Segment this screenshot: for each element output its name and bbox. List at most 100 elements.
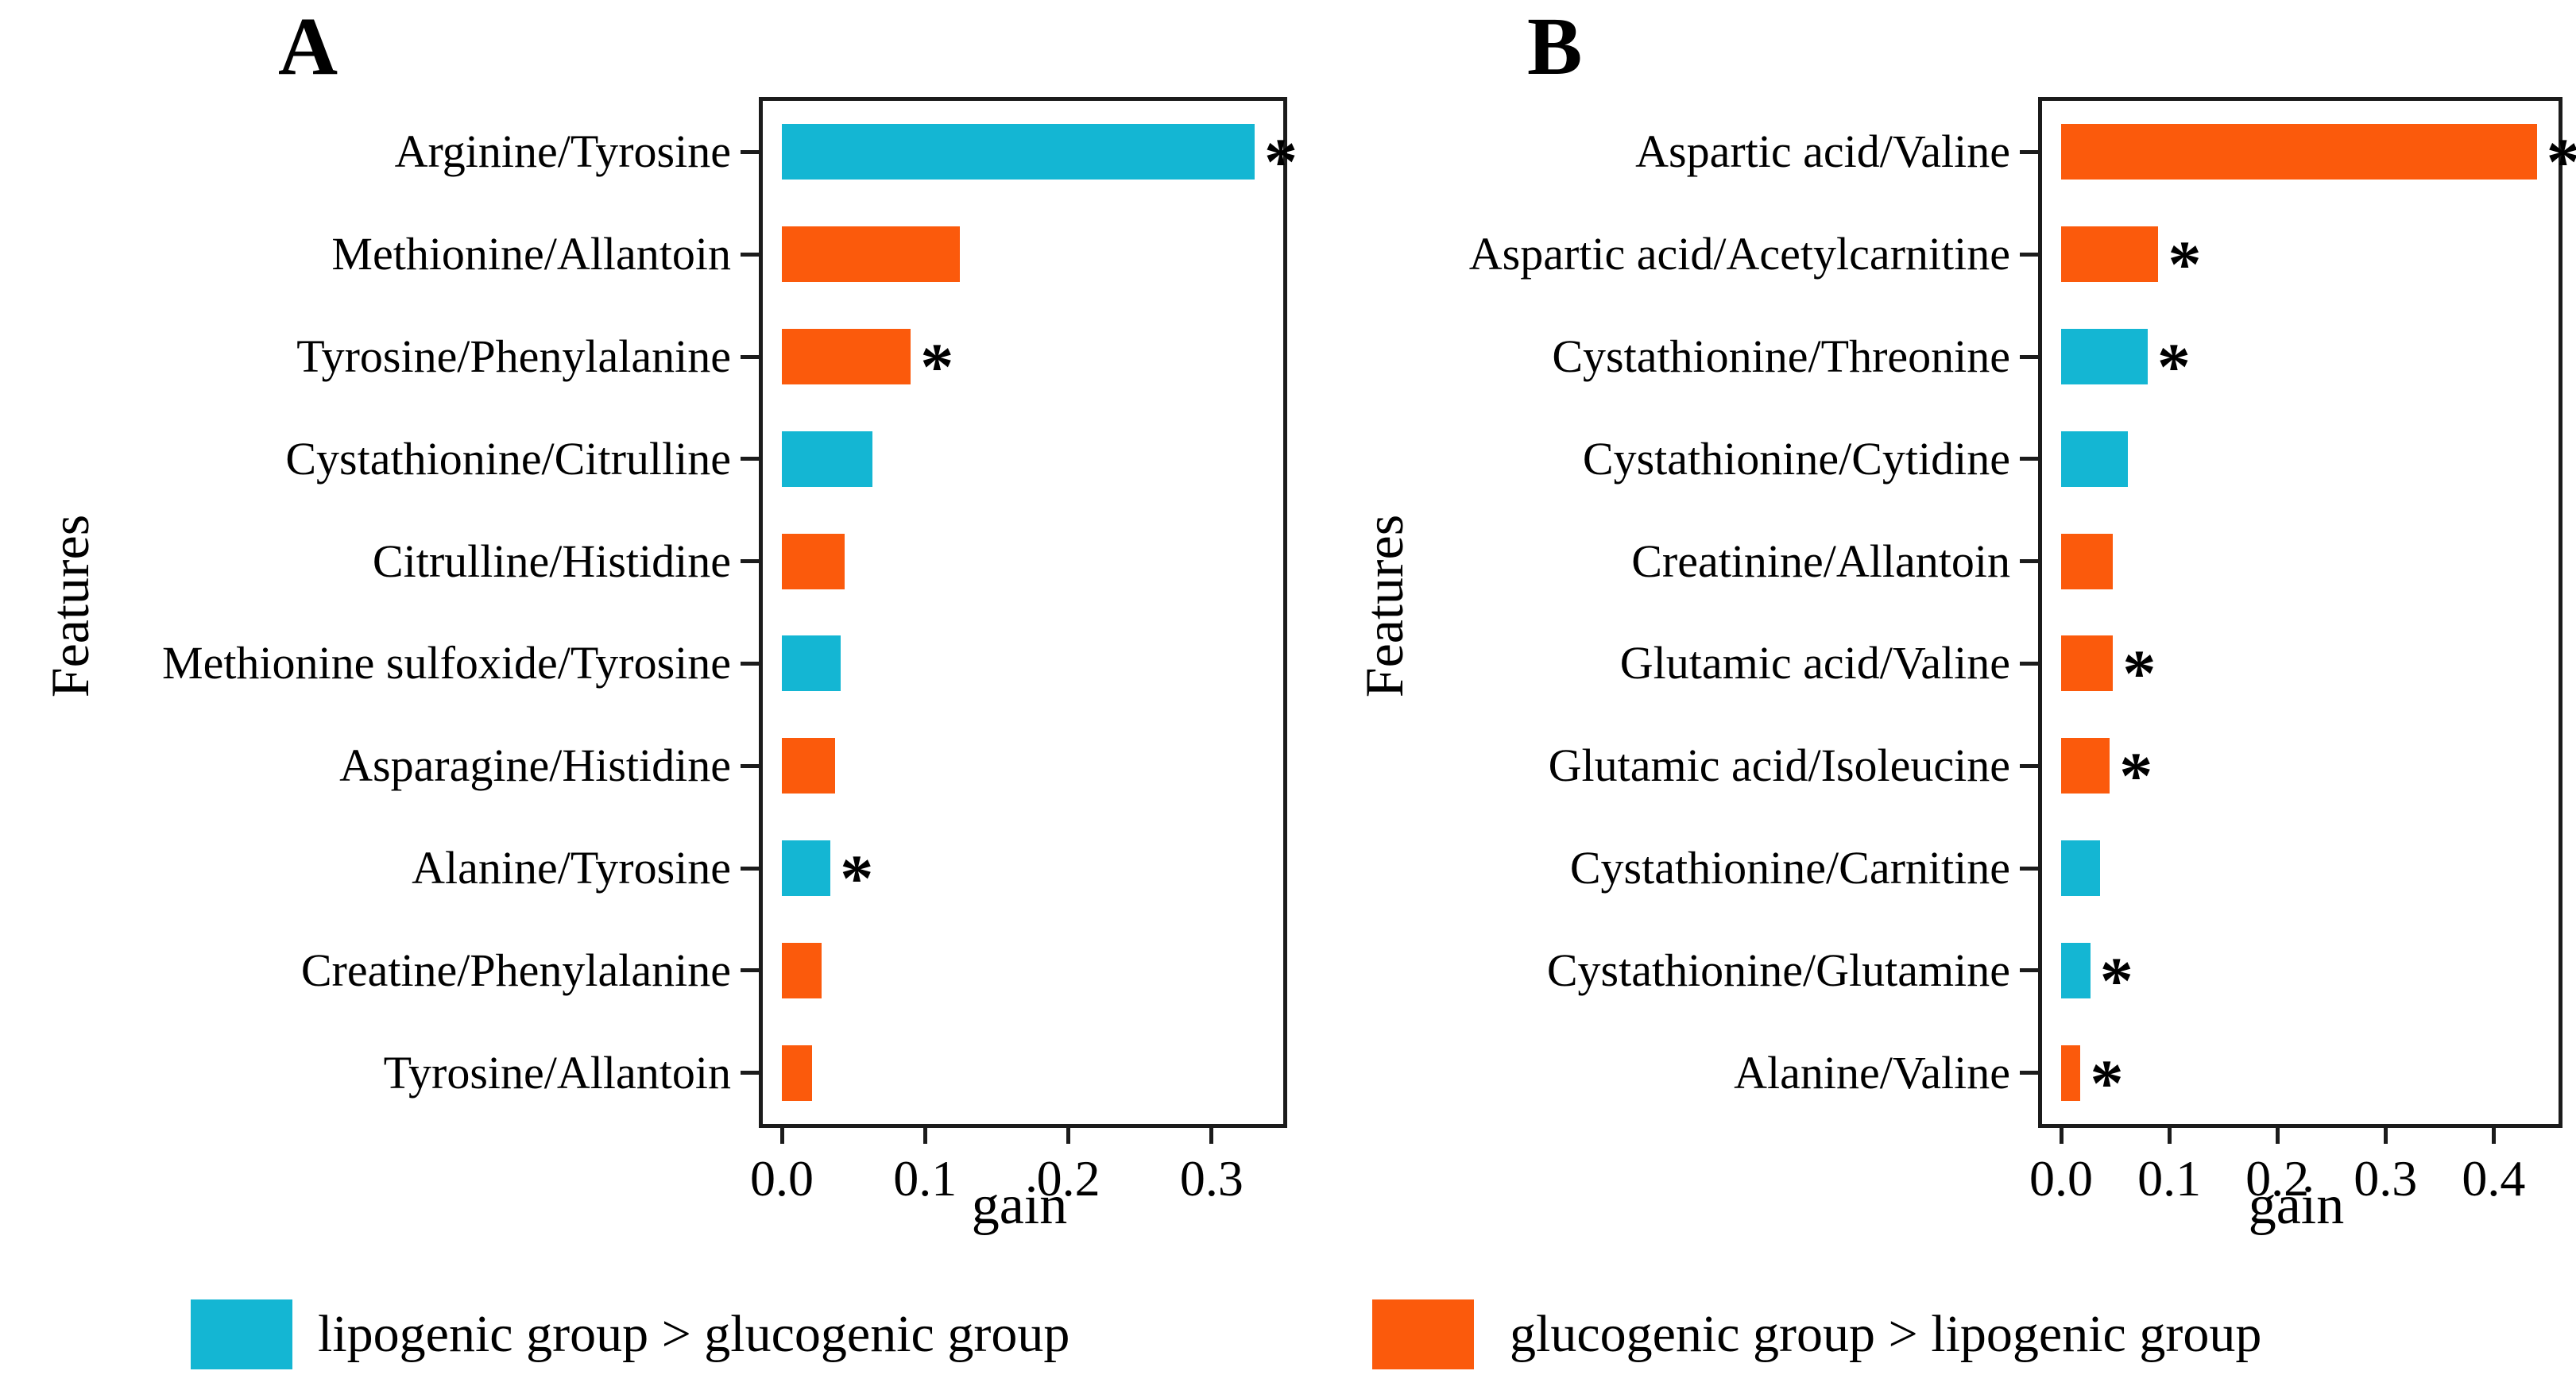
legend-label-glucogenic: glucogenic group > lipogenic group [1510, 1305, 2262, 1363]
bar-lipogenic [782, 635, 841, 692]
significance-asterisk: * [2119, 739, 2153, 813]
plot-area-A: Arginine/Tyrosine * Methionine/Allantoin Ty… [162, 97, 1298, 1207]
bar-glucogenic [2061, 226, 2159, 283]
x-tick-mark [2059, 1128, 2064, 1144]
x-axis-label-B: gain [2248, 1175, 2345, 1236]
significance-asterisk: * [1263, 125, 1298, 199]
bar-glucogenic [782, 226, 960, 283]
y-tick [2020, 354, 2038, 359]
bar-lipogenic [782, 124, 1255, 180]
significance-asterisk: * [2099, 944, 2133, 1018]
bar-lipogenic [2061, 942, 2091, 998]
category-label: Glutamic acid/Isoleucine [1548, 739, 2010, 792]
category-label: Cystathionine/Cytidine [1582, 432, 2010, 485]
y-tick [741, 149, 759, 154]
x-tick-label: 0.1 [2137, 1150, 2202, 1207]
x-tick-mark [2167, 1128, 2172, 1144]
y-axis-label-A: Features [40, 514, 100, 698]
x-axis-label-A: gain [971, 1175, 1068, 1236]
category-label: Aspartic acid/Acetylcarnitine [1468, 228, 2010, 280]
legend-swatch-lipogenic [191, 1299, 292, 1369]
category-label: Glutamic acid/Valine [1619, 637, 2010, 689]
bar-glucogenic [2061, 738, 2110, 794]
legend-swatch-glucogenic [1372, 1299, 1474, 1369]
x-tick-label: 0.3 [1179, 1150, 1244, 1207]
panel-letter-B: B [1527, 1, 1583, 92]
y-tick [2020, 457, 2038, 461]
y-tick [741, 1071, 759, 1075]
significance-asterisk: * [840, 841, 874, 916]
plot-area-B: Aspartic acid/Valine * Aspartic acid/Acety… [1469, 97, 2576, 1207]
x-tick-mark [2275, 1128, 2280, 1144]
category-label: Cystathionine/Threonine [1552, 330, 2010, 382]
y-tick [741, 968, 759, 973]
bar-glucogenic [2061, 635, 2114, 692]
category-label: Tyrosine/Allantoin [383, 1046, 731, 1099]
panel-letter-A: A [278, 1, 338, 92]
y-tick [2020, 1071, 2038, 1075]
y-tick [2020, 968, 2038, 973]
bar-glucogenic [782, 1045, 812, 1101]
x-tick-label: 0.0 [2029, 1150, 2093, 1207]
y-tick [741, 559, 759, 564]
significance-asterisk: * [2090, 1046, 2124, 1121]
x-tick-label: 0.4 [2462, 1150, 2526, 1207]
y-tick [2020, 252, 2038, 257]
category-label: Arginine/Tyrosine [394, 125, 731, 178]
significance-asterisk: * [2168, 227, 2202, 302]
category-label: Cystathionine/Citrulline [285, 432, 731, 485]
category-label: Citrulline/Histidine [372, 535, 731, 587]
significance-asterisk: * [2547, 129, 2576, 196]
y-tick [741, 866, 759, 871]
category-label: Cystathionine/Carnitine [1569, 842, 2010, 894]
x-tick-mark [779, 1128, 784, 1144]
bar-glucogenic [2061, 1045, 2081, 1101]
category-label: Aspartic acid/Valine [1635, 125, 2010, 178]
bar-lipogenic [782, 431, 872, 487]
bar-glucogenic [2061, 124, 2537, 180]
category-label: Alanine/Valine [1734, 1046, 2010, 1099]
bar-glucogenic [782, 738, 835, 794]
x-tick-mark [1209, 1128, 1214, 1144]
y-tick [741, 354, 759, 359]
x-tick-mark [2383, 1128, 2388, 1144]
legend-label-lipogenic: lipogenic group > glucogenic group [318, 1305, 1070, 1363]
y-tick [2020, 559, 2038, 564]
category-label: Asparagine/Histidine [339, 739, 731, 792]
x-tick-label: 0.2 [2245, 1150, 2310, 1207]
bar-glucogenic [782, 329, 911, 384]
bar-glucogenic [782, 942, 822, 998]
x-tick-label: 0.3 [2354, 1150, 2418, 1207]
category-label: Alanine/Tyrosine [412, 842, 731, 894]
x-tick-mark [922, 1128, 927, 1144]
x-tick-mark [1066, 1128, 1071, 1144]
y-tick [2020, 763, 2038, 768]
category-label: Methionine/Allantoin [331, 228, 731, 280]
category-label: Cystathionine/Glutamine [1546, 944, 2010, 996]
bar-glucogenic [2061, 533, 2114, 589]
y-tick [741, 457, 759, 461]
significance-asterisk: * [2122, 636, 2156, 711]
y-tick [741, 763, 759, 768]
x-tick-label: 0.2 [1036, 1150, 1100, 1207]
bar-lipogenic [2061, 329, 2148, 384]
y-tick [2020, 661, 2038, 666]
x-tick-label: 0.0 [750, 1150, 814, 1207]
bar-lipogenic [782, 840, 831, 896]
category-label: Methionine sulfoxide/Tyrosine [162, 637, 731, 689]
category-label: Creatine/Phenylalanine [300, 944, 731, 996]
y-tick [2020, 866, 2038, 871]
bar-glucogenic [782, 533, 845, 589]
significance-asterisk: * [920, 330, 954, 404]
x-tick-label: 0.1 [893, 1150, 957, 1207]
bar-lipogenic [2061, 840, 2100, 896]
y-tick [741, 252, 759, 257]
x-tick-mark [2491, 1128, 2496, 1144]
significance-asterisk: * [2156, 330, 2191, 404]
category-label: Creatinine/Allantoin [1631, 535, 2010, 587]
bar-lipogenic [2061, 431, 2129, 487]
category-label: Tyrosine/Phenylalanine [296, 330, 731, 382]
y-axis-label-B: Features [1354, 514, 1414, 698]
y-tick [741, 661, 759, 666]
